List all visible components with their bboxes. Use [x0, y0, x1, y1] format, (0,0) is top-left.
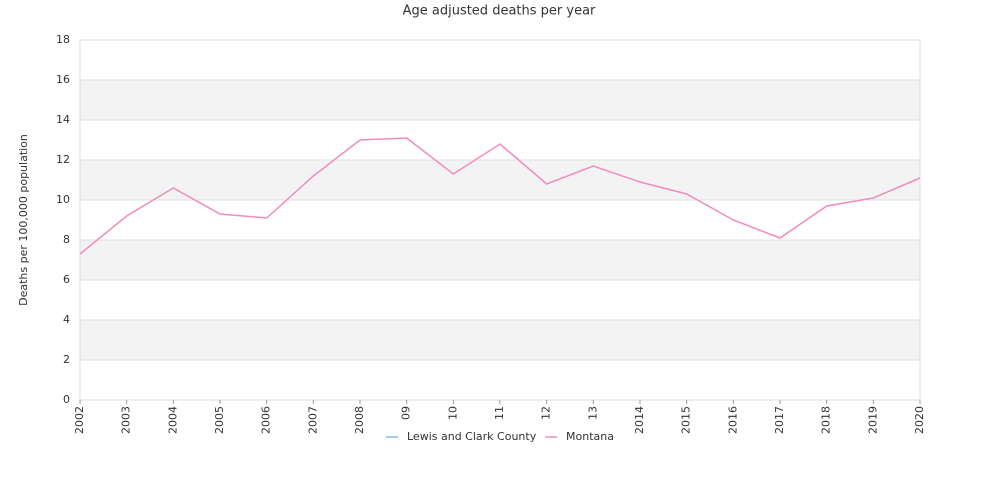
x-tick-label: 2003: [120, 406, 133, 434]
y-tick-label: 8: [63, 233, 70, 246]
chart-title: Age adjusted deaths per year: [403, 4, 596, 19]
legend-label: Lewis and Clark County: [407, 430, 537, 443]
x-tick-label: 10: [446, 406, 459, 420]
y-tick-label: 16: [56, 73, 70, 86]
x-tick-label: 2004: [166, 406, 179, 434]
x-tick-label: 2018: [820, 406, 833, 434]
y-tick-label: 14: [56, 113, 70, 126]
grid-band: [80, 320, 920, 360]
x-tick-label: 13: [586, 406, 599, 420]
x-tick-label: 2017: [773, 406, 786, 434]
y-tick-label: 4: [63, 313, 70, 326]
x-tick-label: 2016: [726, 406, 739, 434]
x-tick-label: 2008: [353, 406, 366, 434]
y-tick-label: 18: [56, 33, 70, 46]
x-tick-label: 2007: [306, 406, 319, 434]
y-tick-label: 6: [63, 273, 70, 286]
x-tick-label: 09: [400, 406, 413, 420]
x-tick-label: 11: [493, 406, 506, 420]
x-tick-label: 2005: [213, 406, 226, 434]
series-line: [79, 137, 921, 255]
grid-band: [80, 160, 920, 200]
y-tick-label: 12: [56, 153, 70, 166]
x-tick-label: 2014: [633, 406, 646, 434]
grid-band: [80, 80, 920, 120]
legend-label: Montana: [566, 430, 614, 443]
y-tick-label: 10: [56, 193, 70, 206]
x-tick-label: 2015: [680, 406, 693, 434]
y-tick-label: 0: [63, 393, 70, 406]
x-tick-label: 2019: [866, 406, 879, 434]
x-tick-label: 2006: [260, 406, 273, 434]
y-tick-label: 2: [63, 353, 70, 366]
x-tick-label: 12: [540, 406, 553, 420]
x-tick-label: 2002: [73, 406, 86, 434]
grid-band: [80, 240, 920, 280]
y-axis-label: Deaths per 100,000 population: [17, 134, 30, 306]
x-tick-label: 2020: [913, 406, 926, 434]
